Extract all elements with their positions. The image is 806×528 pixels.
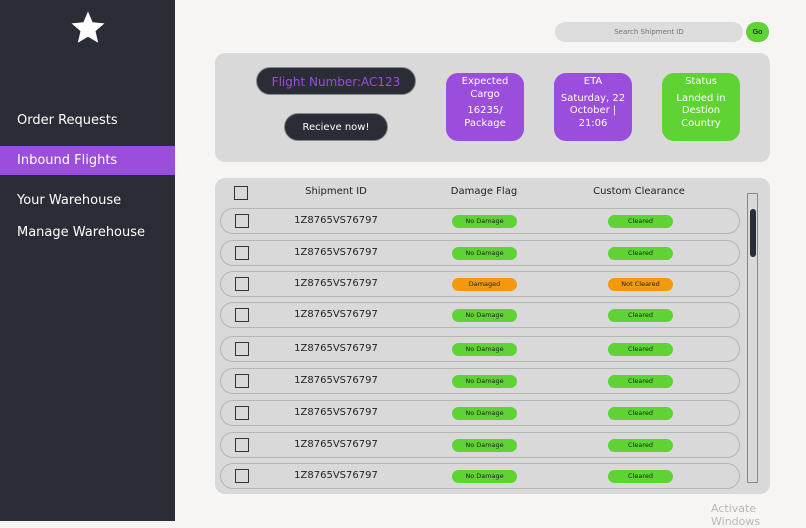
damage-badge: No Damage	[452, 375, 517, 388]
card-value: Saturday, 22 October | 21:06	[560, 92, 626, 129]
clearance-badge: Cleared	[608, 247, 673, 260]
row-checkbox[interactable]	[235, 246, 249, 260]
sidebar-item-inbound-flights[interactable]: Inbound Flights	[0, 146, 175, 175]
search-input[interactable]	[555, 22, 743, 42]
sidebar-item-order-requests[interactable]: Order Requests	[17, 113, 118, 128]
receive-now-button[interactable]: Recieve now!	[284, 113, 388, 141]
row-checkbox[interactable]	[235, 214, 249, 228]
shipment-id: 1Z8765VS76797	[294, 247, 378, 258]
damage-badge: Damaged	[452, 278, 517, 291]
activate-windows-watermark: Activate Windows	[711, 502, 761, 528]
clearance-badge: Cleared	[608, 375, 673, 388]
flight-number: Flight Number:AC123	[256, 67, 416, 95]
clearance-badge: Not Cleared	[608, 278, 673, 291]
card-title: Expected Cargo	[461, 76, 509, 100]
damage-badge: No Damage	[452, 343, 517, 356]
row-checkbox[interactable]	[235, 406, 249, 420]
shipment-id: 1Z8765VS76797	[294, 470, 378, 481]
table-row[interactable]: 1Z8765VS76797 No Damage Cleared	[220, 432, 740, 458]
row-checkbox[interactable]	[235, 277, 249, 291]
header-shipment-id: Shipment ID	[305, 186, 367, 197]
clearance-badge: Cleared	[608, 470, 673, 483]
card-title: ETA	[583, 76, 603, 87]
row-checkbox[interactable]	[235, 438, 249, 452]
damage-badge: No Damage	[452, 247, 517, 260]
damage-badge: No Damage	[452, 215, 517, 228]
sidebar: Order Requests Inbound Flights Your Ware…	[0, 0, 175, 521]
clearance-badge: Cleared	[608, 343, 673, 356]
damage-badge: No Damage	[452, 407, 517, 420]
table-row[interactable]: 1Z8765VS76797 Damaged Not Cleared	[220, 271, 740, 297]
card-title: Status	[685, 76, 717, 87]
table-row[interactable]: 1Z8765VS76797 No Damage Cleared	[220, 400, 740, 426]
shipment-id: 1Z8765VS76797	[294, 278, 378, 289]
table-row[interactable]: 1Z8765VS76797 No Damage Cleared	[220, 302, 740, 328]
row-checkbox[interactable]	[235, 308, 249, 322]
clearance-badge: Cleared	[608, 309, 673, 322]
table-row[interactable]: 1Z8765VS76797 No Damage Cleared	[220, 463, 740, 489]
damage-badge: No Damage	[452, 439, 517, 452]
damage-badge: No Damage	[452, 309, 517, 322]
clearance-badge: Cleared	[608, 407, 673, 420]
table-row[interactable]: 1Z8765VS76797 No Damage Cleared	[220, 208, 740, 234]
row-checkbox[interactable]	[235, 469, 249, 483]
card-status: Status Landed in Destion Country	[662, 73, 740, 141]
card-eta: ETA Saturday, 22 October | 21:06	[554, 73, 632, 141]
header-custom-clearance: Custom Clearance	[593, 186, 685, 197]
shipment-id: 1Z8765VS76797	[294, 439, 378, 450]
sidebar-item-your-warehouse[interactable]: Your Warehouse	[17, 193, 122, 208]
select-all-checkbox[interactable]	[234, 186, 248, 200]
card-value: Landed in Destion Country	[676, 92, 726, 129]
sidebar-item-manage-warehouse[interactable]: Manage Warehouse	[17, 225, 146, 240]
damage-badge: No Damage	[452, 470, 517, 483]
shipment-id: 1Z8765VS76797	[294, 375, 378, 386]
table-row[interactable]: 1Z8765VS76797 No Damage Cleared	[220, 368, 740, 394]
shipment-id: 1Z8765VS76797	[294, 309, 378, 320]
scrollbar[interactable]	[747, 193, 758, 483]
shipment-id: 1Z8765VS76797	[294, 343, 378, 354]
header-damage-flag: Damage Flag	[450, 186, 518, 197]
card-value: 16235/ Package	[464, 105, 506, 129]
clearance-badge: Cleared	[608, 215, 673, 228]
shipment-id: 1Z8765VS76797	[294, 407, 378, 418]
table-row[interactable]: 1Z8765VS76797 No Damage Cleared	[220, 336, 740, 362]
clearance-badge: Cleared	[608, 439, 673, 452]
row-checkbox[interactable]	[235, 374, 249, 388]
star-icon	[71, 11, 105, 43]
go-button[interactable]: Go	[746, 22, 769, 42]
scrollbar-thumb[interactable]	[750, 209, 756, 257]
row-checkbox[interactable]	[235, 342, 249, 356]
card-expected-cargo: Expected Cargo 16235/ Package	[446, 73, 524, 141]
shipment-id: 1Z8765VS76797	[294, 215, 378, 226]
table-row[interactable]: 1Z8765VS76797 No Damage Cleared	[220, 240, 740, 266]
